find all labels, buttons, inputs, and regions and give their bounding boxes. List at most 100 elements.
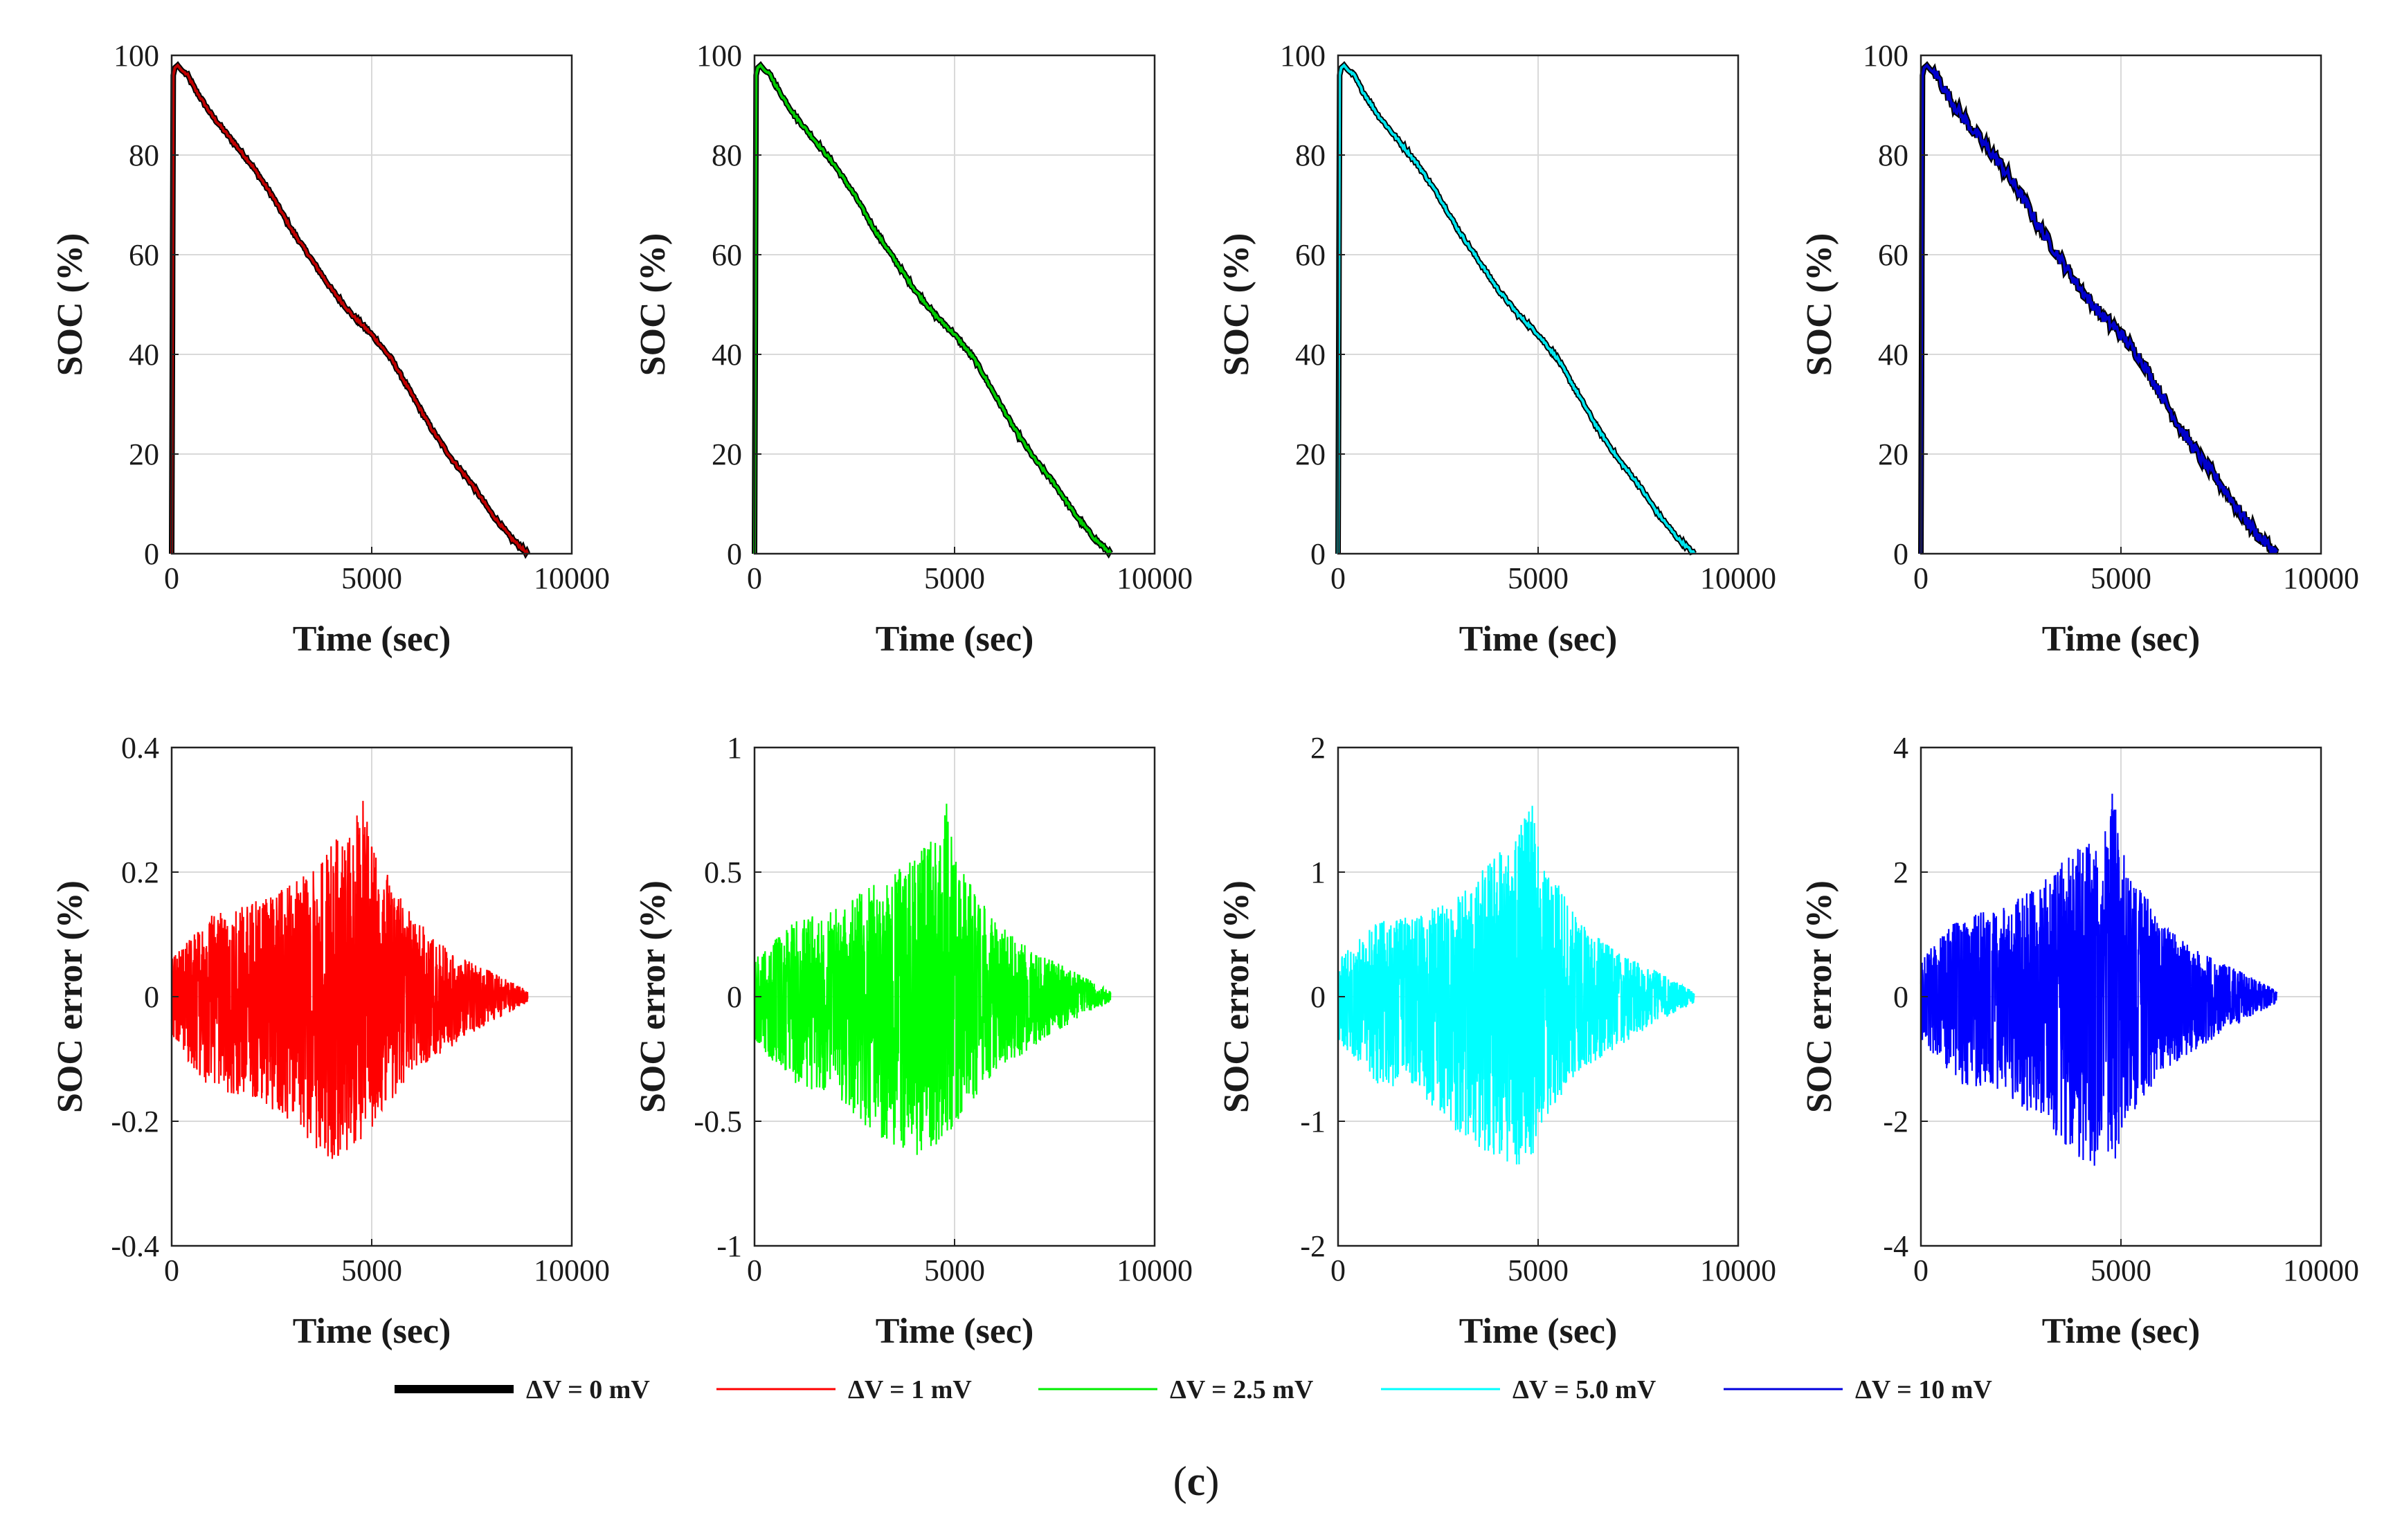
caption-open-paren: (: [1173, 1458, 1187, 1504]
legend-entry: ΔV = 5.0 mV: [1381, 1375, 1656, 1404]
soc-error-chart-1: 0 5000 10000 -0.4 -0.2 0 0.2 0.4 Time (sec) SOC e…: [51, 731, 610, 1351]
x-tick-label: 5000: [1508, 561, 1569, 595]
x-tick-label: 0: [1913, 1253, 1929, 1287]
y-tick-label: -4: [1883, 1229, 1908, 1263]
y-axis-label: SOC (%): [1217, 233, 1256, 377]
soc-error-chart-4: 0 5000 10000 -4 -2 0 2 4 Time (sec) SOC error (%): [1800, 731, 2359, 1351]
y-tick-label: 80: [129, 138, 159, 172]
y-tick-label: 0: [144, 537, 159, 571]
y-axis-label: SOC (%): [633, 233, 673, 377]
x-tick-label: 5000: [341, 561, 402, 595]
soc-chart-3: 0 5000 10000 0 20 40 60 80 100 Time (sec) SOC (%): [1217, 39, 1776, 659]
y-tick-label: 100: [114, 39, 159, 73]
y-tick-label: 0: [1893, 537, 1908, 571]
y-axis-label: SOC error (%): [633, 880, 673, 1113]
soc-chart-2: 0 5000 10000 0 20 40 60 80 100 Time (sec) SOC (%): [633, 39, 1193, 659]
soc-error-line: [1337, 806, 1695, 1165]
x-tick-label: 5000: [2091, 1253, 2151, 1287]
y-tick-label: 0.4: [121, 731, 159, 765]
x-tick-label: 0: [1330, 561, 1346, 595]
x-tick-label: 0: [1330, 1253, 1346, 1287]
x-axis-label: Time (sec): [2042, 619, 2201, 659]
y-tick-label: 0: [727, 980, 742, 1014]
y-tick-label: 0.2: [121, 855, 159, 889]
legend-label: ΔV = 0 mV: [526, 1375, 650, 1404]
x-tick-label: 0: [164, 561, 179, 595]
y-tick-label: 20: [129, 437, 159, 471]
figure-caption: (c): [1173, 1458, 1220, 1504]
y-tick-label: 0: [1893, 980, 1908, 1014]
legend-entry: ΔV = 10 mV: [1724, 1375, 1992, 1404]
y-tick-label: 60: [1295, 238, 1326, 272]
x-axis-label: Time (sec): [876, 619, 1034, 659]
x-tick-label: 10000: [534, 561, 610, 595]
soc-error-line: [170, 801, 529, 1159]
x-axis-label: Time (sec): [293, 619, 451, 659]
soc-estimate-line: [170, 63, 530, 556]
y-tick-label: 0: [1310, 980, 1326, 1014]
soc-chart-4: 0 5000 10000 0 20 40 60 80 100 Time (sec) SOC (%): [1800, 39, 2359, 659]
caption-letter: c: [1187, 1458, 1206, 1504]
y-tick-label: 0: [144, 980, 159, 1014]
y-tick-label: -2: [1300, 1229, 1326, 1263]
x-tick-label: 10000: [534, 1253, 610, 1287]
y-tick-label: 20: [712, 437, 742, 471]
x-tick-label: 0: [747, 1253, 762, 1287]
y-tick-label: -1: [1300, 1105, 1326, 1139]
legend-entry: ΔV = 0 mV: [395, 1375, 650, 1404]
y-tick-label: 100: [696, 39, 742, 73]
x-tick-label: 5000: [924, 1253, 985, 1287]
x-tick-label: 10000: [2283, 1253, 2359, 1287]
y-tick-label: 1: [727, 731, 742, 765]
y-axis-label: SOC (%): [51, 233, 90, 377]
x-tick-label: 5000: [2091, 561, 2151, 595]
x-tick-label: 10000: [1117, 1253, 1193, 1287]
x-tick-label: 10000: [1117, 561, 1193, 595]
legend-label: ΔV = 10 mV: [1855, 1375, 1992, 1404]
y-tick-label: 80: [712, 138, 742, 172]
x-tick-label: 5000: [341, 1253, 402, 1287]
y-tick-label: -2: [1883, 1105, 1908, 1139]
x-tick-label: 5000: [924, 561, 985, 595]
y-tick-label: 40: [129, 338, 159, 372]
x-tick-label: 0: [164, 1253, 179, 1287]
legend-label: ΔV = 1 mV: [848, 1375, 972, 1404]
y-tick-label: 4: [1893, 731, 1908, 765]
y-tick-label: 20: [1878, 437, 1908, 471]
y-axis-label: SOC (%): [1800, 233, 1839, 377]
y-tick-label: 60: [1878, 238, 1908, 272]
y-tick-label: -1: [716, 1229, 742, 1263]
soc-error-line: [753, 804, 1112, 1155]
soc-error-chart-2: 0 5000 10000 -1 -0.5 0 0.5 1 Time (sec) SOC error…: [633, 731, 1193, 1351]
y-tick-label: 40: [1295, 338, 1326, 372]
y-tick-label: 40: [1878, 338, 1908, 372]
legend: ΔV = 0 mV ΔV = 1 mV ΔV = 2.5 mV ΔV = 5.0 mV…: [395, 1375, 1992, 1404]
soc-chart-1: 0 5000 10000 0 20 40 60 80 100 Time (sec) SOC (%): [51, 39, 610, 659]
y-tick-label: -0.4: [111, 1229, 159, 1263]
y-tick-label: 80: [1878, 138, 1908, 172]
x-axis-label: Time (sec): [876, 1312, 1034, 1351]
y-tick-label: 100: [1280, 39, 1326, 73]
x-axis-label: Time (sec): [2042, 1312, 2201, 1351]
y-tick-label: 60: [712, 238, 742, 272]
x-tick-label: 5000: [1508, 1253, 1569, 1287]
y-axis-label: SOC error (%): [1217, 880, 1256, 1113]
x-axis-label: Time (sec): [1459, 619, 1618, 659]
soc-error-chart-3: 0 5000 10000 -2 -1 0 1 2 Time (sec) SOC error (%): [1217, 731, 1776, 1351]
soc-reference-line: [1335, 61, 1697, 556]
y-tick-label: 80: [1295, 138, 1326, 172]
y-tick-label: -0.2: [111, 1105, 159, 1139]
y-tick-label: 100: [1863, 39, 1908, 73]
soc-estimate-line: [1920, 63, 2279, 554]
x-axis-label: Time (sec): [1459, 1312, 1618, 1351]
y-tick-label: 2: [1893, 855, 1908, 889]
soc-estimate-line: [753, 63, 1112, 556]
soc-error-line: [1920, 793, 2278, 1166]
legend-label: ΔV = 5.0 mV: [1512, 1375, 1656, 1404]
x-tick-label: 0: [747, 561, 762, 595]
y-tick-label: 40: [712, 338, 742, 372]
y-tick-label: 20: [1295, 437, 1326, 471]
y-tick-label: -0.5: [694, 1105, 742, 1139]
